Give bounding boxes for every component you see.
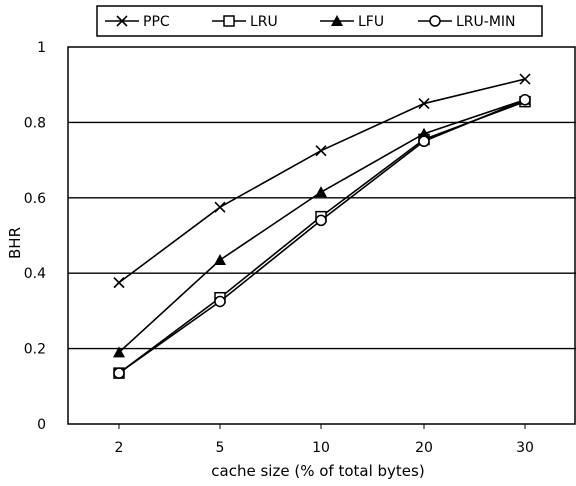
legend-marker-lfu [331, 15, 343, 26]
series-layer [113, 73, 531, 379]
x-tick-label-10: 10 [312, 440, 330, 456]
y-axis-ticks: 0 0.2 0.4 0.6 0.8 1 [24, 40, 46, 433]
point-ppc-10 [315, 145, 327, 157]
y-tick-label-0.2: 0.2 [24, 342, 46, 358]
legend-entry-lru: LRU [212, 14, 278, 30]
x-axis-ticks: 2 5 10 20 30 [115, 424, 534, 456]
point-ppc-30 [519, 73, 531, 85]
point-ppc-2 [113, 277, 125, 289]
x-tick-label-30: 30 [516, 440, 534, 456]
grid-layer [68, 121, 576, 350]
x-tick-label-20: 20 [415, 440, 433, 456]
legend: PPC LRU LFU LRU-MIN [96, 5, 543, 37]
x-axis-title: cache size (% of total bytes) [211, 462, 424, 480]
legend-entry-lru-min: LRU-MIN [418, 14, 516, 30]
point-lfu-10 [315, 186, 327, 198]
legend-label-lfu: LFU [358, 14, 384, 30]
point-lru-min-30 [519, 94, 531, 106]
plot-frame [67, 46, 576, 425]
legend-entry-lfu: LFU [320, 14, 384, 30]
line-ppc [118, 78, 526, 284]
point-ppc-5 [214, 201, 226, 213]
y-axis-title: BHR [6, 227, 24, 259]
point-lfu-20 [418, 127, 430, 139]
point-lfu-2 [113, 346, 125, 358]
x-tick-label-5: 5 [216, 440, 225, 456]
point-ppc-20 [418, 97, 430, 110]
point-lru-min-5 [214, 295, 226, 308]
y-tick-label-1: 1 [37, 40, 46, 56]
series-lru [113, 95, 531, 379]
point-lru-min-2 [113, 367, 125, 379]
legend-label-ppc: PPC [143, 14, 170, 30]
point-lru-min-20 [418, 135, 430, 147]
legend-box [96, 5, 543, 37]
series-lru-min [113, 94, 531, 379]
point-lfu-5 [214, 254, 226, 266]
legend-marker-lru [223, 15, 235, 27]
legend-marker-lru-min [429, 15, 441, 27]
legend-entry-ppc: PPC [105, 14, 170, 30]
x-tick-label-2: 2 [115, 440, 124, 456]
legend-label-lru: LRU [250, 14, 278, 30]
legend-marker-ppc [116, 15, 128, 27]
y-tick-label-0.4: 0.4 [24, 266, 46, 282]
y-tick-label-0.8: 0.8 [24, 115, 46, 131]
point-lru-min-10 [315, 214, 327, 227]
series-ppc [113, 73, 531, 289]
y-tick-label-0.6: 0.6 [24, 191, 46, 207]
legend-label-lru-min: LRU-MIN [456, 14, 516, 30]
y-tick-label-0: 0 [37, 417, 46, 433]
